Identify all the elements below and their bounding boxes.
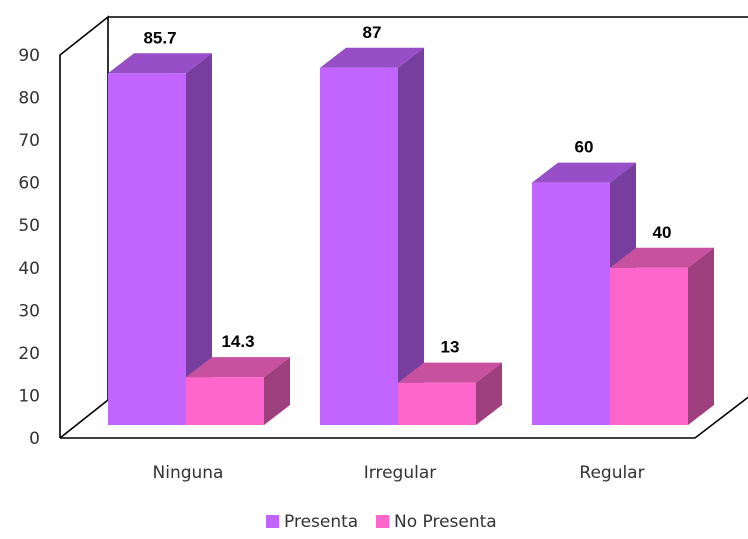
y-tick-label: 70 bbox=[18, 131, 40, 151]
y-tick-label: 30 bbox=[18, 301, 40, 321]
bar bbox=[610, 267, 688, 425]
bar-top bbox=[320, 47, 424, 68]
bars-layer bbox=[108, 47, 714, 426]
y-tick-label: 10 bbox=[18, 386, 40, 406]
bar-side bbox=[264, 357, 290, 425]
floor-front-edge bbox=[60, 396, 748, 439]
data-label: 85.7 bbox=[143, 28, 176, 47]
data-label: 40 bbox=[653, 223, 672, 242]
back-left-wall bbox=[59, 15, 109, 438]
data-label: 60 bbox=[575, 138, 594, 157]
y-axis: 0 10 20 30 40 50 60 70 80 90 bbox=[18, 46, 40, 449]
legend-swatch bbox=[266, 515, 279, 528]
bar bbox=[398, 382, 476, 425]
y-tick-label: 0 bbox=[29, 429, 40, 449]
bar bbox=[186, 377, 264, 425]
data-labels-layer: 85.7 14.3 87 13 60 40 bbox=[143, 23, 671, 357]
bar-top bbox=[186, 357, 290, 378]
bar bbox=[532, 182, 610, 425]
x-category-label: Ninguna bbox=[153, 463, 224, 483]
y-tick-label: 90 bbox=[18, 46, 40, 66]
y-tick-label: 40 bbox=[18, 259, 40, 279]
y-tick-label: 60 bbox=[18, 174, 40, 194]
bar-top bbox=[610, 247, 714, 268]
bar bbox=[320, 67, 398, 426]
x-category-label: Regular bbox=[579, 463, 644, 483]
legend-swatch bbox=[376, 515, 389, 528]
data-label: 14.3 bbox=[221, 332, 254, 351]
x-category-label: Irregular bbox=[364, 463, 436, 483]
bar bbox=[108, 73, 186, 425]
bar-top bbox=[108, 53, 212, 74]
data-label: 13 bbox=[441, 338, 460, 357]
bar-top bbox=[532, 162, 636, 183]
bar-side bbox=[398, 47, 424, 426]
x-axis: Ninguna Irregular Regular bbox=[153, 463, 645, 483]
bar-side bbox=[476, 362, 502, 425]
y-tick-label: 80 bbox=[18, 89, 40, 109]
legend: Presenta No Presenta bbox=[266, 512, 497, 532]
y-tick-label: 20 bbox=[18, 344, 40, 364]
y-tick-label: 50 bbox=[18, 216, 40, 236]
data-label: 87 bbox=[363, 23, 382, 42]
bar-side bbox=[688, 247, 714, 425]
legend-label: No Presenta bbox=[394, 512, 497, 532]
bar-top bbox=[398, 362, 502, 383]
legend-label: Presenta bbox=[284, 512, 358, 532]
floor-left-edge bbox=[59, 399, 109, 439]
bar-side bbox=[186, 53, 212, 425]
